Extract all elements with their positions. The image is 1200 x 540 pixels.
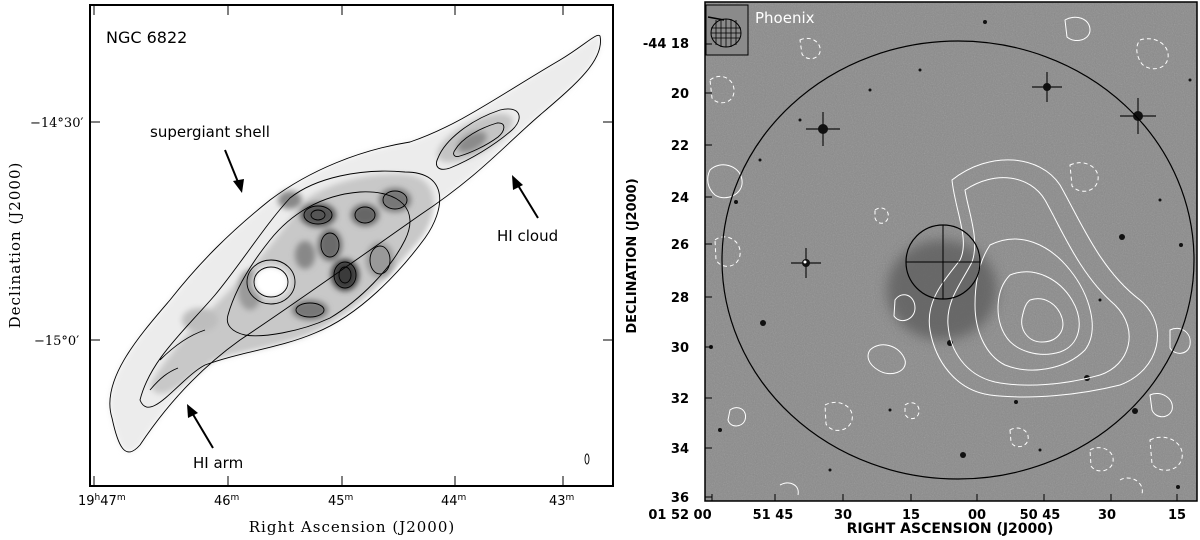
right-x-tick-6: 30 — [1098, 508, 1116, 523]
annotation-hi-cloud: HI cloud — [497, 227, 558, 245]
galaxy-glow — [887, 240, 997, 340]
arrowhead-hi-arm — [187, 404, 198, 418]
right-panel: Phoenix -44 18 20 22 24 26 28 30 32 34 3… — [625, 1, 1198, 537]
contour-3 — [226, 191, 411, 337]
annotation-hi-arm: HI arm — [193, 454, 243, 472]
right-y-tick-2: 22 — [671, 139, 689, 154]
hi-contours-negative — [709, 37, 1183, 495]
shell-hole — [253, 266, 289, 298]
right-y-tick-4: 26 — [671, 238, 689, 253]
optical-image — [705, 2, 1197, 501]
right-y-tick-8: 34 — [671, 442, 689, 457]
arrowhead-supergiant-shell — [233, 179, 244, 193]
left-x-tick-3: 44m — [441, 493, 466, 509]
left-x-tick-4: 43m — [549, 493, 574, 509]
right-x-axis-label: RIGHT ASCENSION (J2000) — [847, 521, 1054, 537]
right-plot-frame — [704, 1, 1198, 502]
right-x-tick-labels: 01 52 00 51 45 30 15 00 50 45 30 15 — [648, 508, 1186, 523]
contours — [109, 34, 601, 465]
hi-contour-outer — [928, 159, 1158, 398]
right-x-tick-5: 50 45 — [1020, 508, 1061, 523]
annotation-supergiant-shell: supergiant shell — [150, 123, 270, 141]
left-panel: NGC 6822 supergiant shell HI cloud HI ar… — [6, 4, 614, 536]
right-x-tick-0: 01 52 00 — [648, 508, 711, 523]
left-x-tick-labels: 19h47m 46m 45m 44m 43m — [78, 493, 574, 509]
left-x-tick-2: 45m — [328, 493, 353, 509]
right-tick-marks — [705, 43, 1178, 501]
right-y-tick-9: 36 — [671, 491, 689, 506]
right-y-tick-1: 20 — [671, 87, 689, 102]
right-y-tick-labels: -44 18 20 22 24 26 28 30 32 34 36 — [643, 37, 689, 506]
right-x-tick-1: 51 45 — [753, 508, 794, 523]
right-title: Phoenix — [755, 9, 815, 27]
right-y-tick-5: 28 — [671, 291, 689, 306]
contour-cloud-1 — [436, 108, 520, 170]
mid-emission — [150, 174, 434, 394]
contour-outer — [109, 34, 601, 453]
left-y-tick-1: −15°0′ — [34, 334, 79, 349]
bright-star-core — [803, 260, 807, 264]
left-x-tick-marks — [93, 5, 564, 486]
left-y-axis-label: Declination (J2000) — [6, 162, 24, 329]
arrowhead-hi-cloud — [512, 175, 523, 190]
hi-contour-5 — [1021, 298, 1064, 343]
hi-contours — [707, 16, 1191, 496]
beam-icon — [707, 16, 742, 48]
hi-contour-2 — [947, 177, 1130, 386]
contour-2 — [139, 170, 441, 408]
stars — [709, 20, 1192, 489]
contour-cloud-2 — [453, 122, 505, 157]
right-x-tick-7: 15 — [1168, 508, 1186, 523]
left-x-tick-0: 19h47m — [78, 493, 126, 509]
right-x-tick-4: 00 — [968, 508, 986, 523]
field-circle — [721, 40, 1195, 480]
left-y-tick-marks — [90, 121, 613, 341]
arrow-hi-arm — [190, 410, 214, 449]
left-x-tick-1: 46m — [214, 493, 239, 509]
right-y-tick-3: 24 — [671, 191, 689, 206]
contour-shell-2 — [246, 259, 296, 305]
beam-ellipse — [584, 453, 590, 465]
right-y-axis-label: DECLINATION (J2000) — [625, 178, 640, 333]
right-x-tick-2: 30 — [834, 508, 852, 523]
left-y-tick-0: −14°30′ — [30, 116, 83, 131]
left-title: NGC 6822 — [106, 28, 187, 47]
hi-map — [109, 34, 601, 465]
right-x-tick-3: 15 — [902, 508, 920, 523]
arrow-hi-cloud — [515, 181, 539, 219]
right-y-tick-7: 32 — [671, 392, 689, 407]
hi-contour-4 — [997, 271, 1080, 355]
beam-box — [705, 4, 749, 56]
right-y-tick-0: -44 18 — [643, 37, 689, 52]
left-x-axis-label: Right Ascension (J2000) — [249, 518, 455, 536]
hi-contour-3 — [974, 238, 1093, 371]
right-y-tick-6: 30 — [671, 341, 689, 356]
contour-shell — [253, 266, 289, 298]
